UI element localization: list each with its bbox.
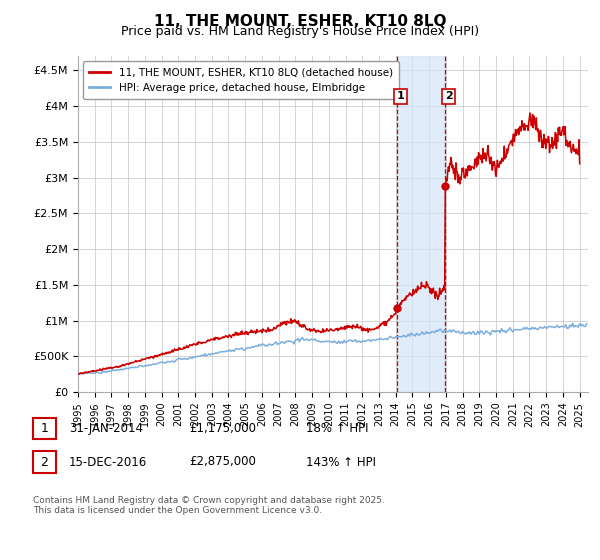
Text: 143% ↑ HPI: 143% ↑ HPI (306, 455, 376, 469)
Bar (397, 56, 445, 392)
Text: £1,175,000: £1,175,000 (189, 422, 256, 435)
Text: Contains HM Land Registry data © Crown copyright and database right 2025.
This d: Contains HM Land Registry data © Crown c… (33, 496, 385, 515)
Text: 18% ↑ HPI: 18% ↑ HPI (306, 422, 368, 435)
Text: 1: 1 (397, 91, 404, 101)
Text: £2,875,000: £2,875,000 (189, 455, 256, 469)
Text: 2: 2 (40, 455, 49, 469)
Text: Price paid vs. HM Land Registry's House Price Index (HPI): Price paid vs. HM Land Registry's House … (121, 25, 479, 38)
Text: 11, THE MOUNT, ESHER, KT10 8LQ: 11, THE MOUNT, ESHER, KT10 8LQ (154, 14, 446, 29)
Text: 1: 1 (40, 422, 49, 435)
Text: 15-DEC-2016: 15-DEC-2016 (69, 455, 147, 469)
Legend: 11, THE MOUNT, ESHER, KT10 8LQ (detached house), HPI: Average price, detached ho: 11, THE MOUNT, ESHER, KT10 8LQ (detached… (83, 61, 399, 99)
Text: 2: 2 (445, 91, 452, 101)
Text: 31-JAN-2014: 31-JAN-2014 (69, 422, 143, 435)
